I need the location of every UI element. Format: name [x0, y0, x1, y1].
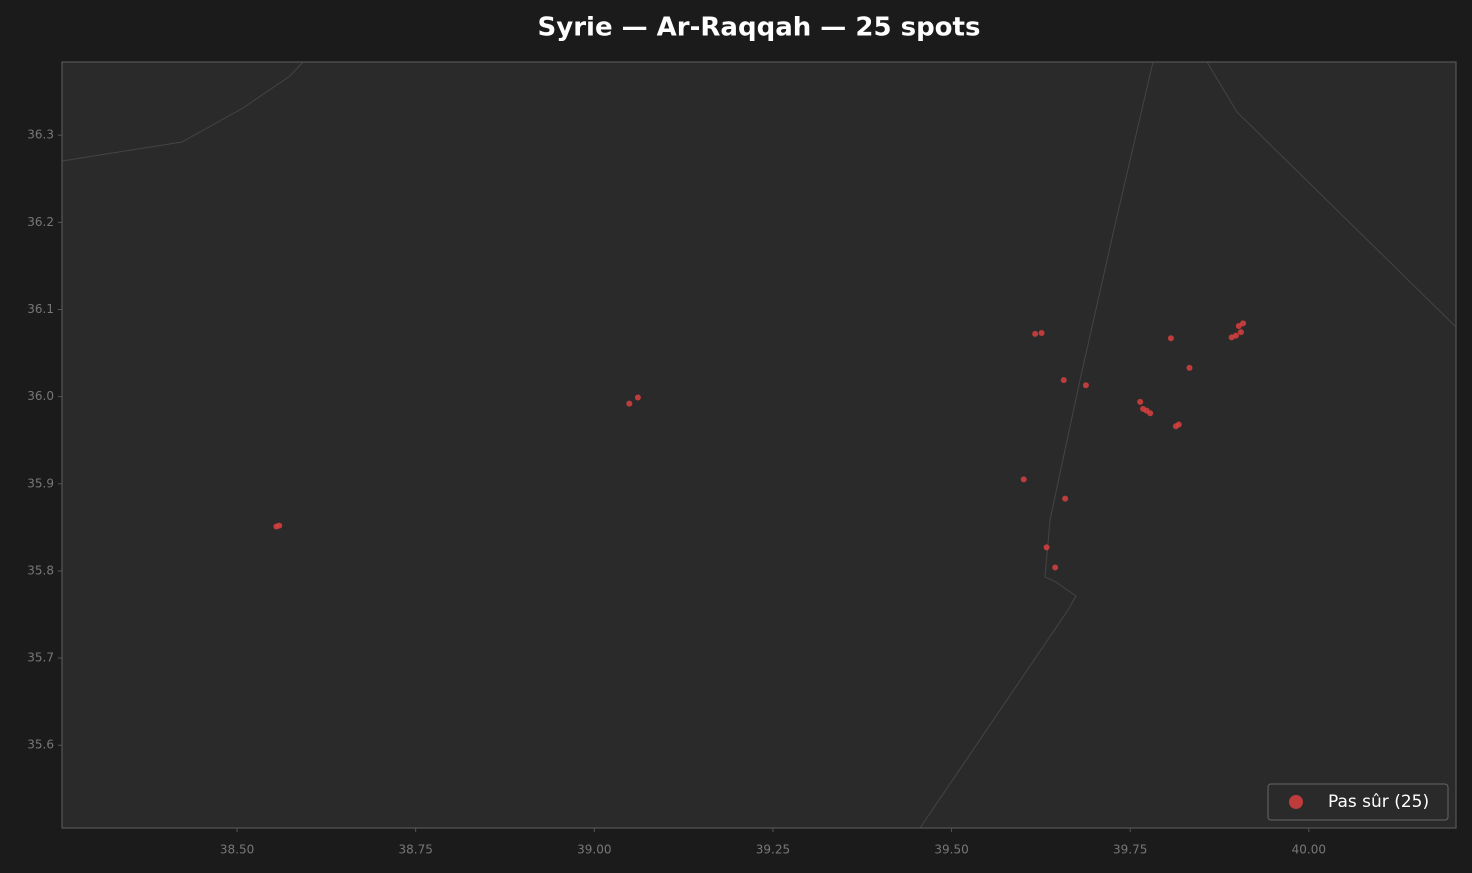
- data-point: [1062, 495, 1069, 502]
- boundaries: [61, 61, 1457, 829]
- chart-title: Syrie — Ar-Raqqah — 25 spots: [538, 13, 981, 43]
- x-tick-label: 39.00: [577, 843, 611, 857]
- plot-frame: [61, 61, 1457, 829]
- y-tick-label: 36.2: [27, 215, 54, 229]
- data-point: [1032, 330, 1039, 337]
- data-point: [276, 522, 283, 529]
- x-tick-label: 38.75: [399, 843, 433, 857]
- data-point: [1082, 382, 1089, 389]
- y-tick-label: 35.7: [27, 651, 54, 665]
- data-point: [1147, 410, 1154, 417]
- x-tick-label: 39.50: [934, 843, 968, 857]
- y-tick-label: 36.0: [27, 389, 54, 403]
- data-point: [1186, 364, 1193, 371]
- data-point: [1167, 335, 1174, 342]
- data-point: [1060, 377, 1067, 384]
- y-tick-label: 36.3: [27, 128, 54, 142]
- data-point: [1038, 330, 1045, 337]
- x-tick-label: 40.00: [1292, 843, 1326, 857]
- data-point: [1237, 329, 1244, 336]
- x-tick-label: 39.75: [1113, 843, 1147, 857]
- data-point: [1240, 320, 1247, 327]
- y-tick-label: 35.6: [27, 738, 54, 752]
- data-point: [1175, 421, 1182, 428]
- data-point: [626, 400, 633, 407]
- boundary: [919, 61, 1154, 829]
- y-tick-label: 35.9: [27, 476, 54, 490]
- legend-marker: [1289, 795, 1303, 809]
- x-tick-label: 39.25: [756, 843, 790, 857]
- data-point: [1043, 544, 1050, 551]
- legend-label: Pas sûr (25): [1328, 792, 1429, 812]
- plot-area: [62, 62, 1456, 828]
- data-point: [1052, 564, 1059, 571]
- data-point: [1232, 332, 1239, 339]
- data-point: [634, 394, 641, 401]
- boundary: [1206, 61, 1457, 328]
- legend-box: [1267, 783, 1449, 821]
- boundary: [61, 61, 304, 162]
- y-tick-label: 35.8: [27, 563, 54, 577]
- y-tick-label: 36.1: [27, 302, 54, 316]
- data-point: [1020, 476, 1027, 483]
- x-tick-label: 38.50: [220, 843, 254, 857]
- data-point: [1235, 323, 1242, 330]
- data-point: [1137, 398, 1144, 405]
